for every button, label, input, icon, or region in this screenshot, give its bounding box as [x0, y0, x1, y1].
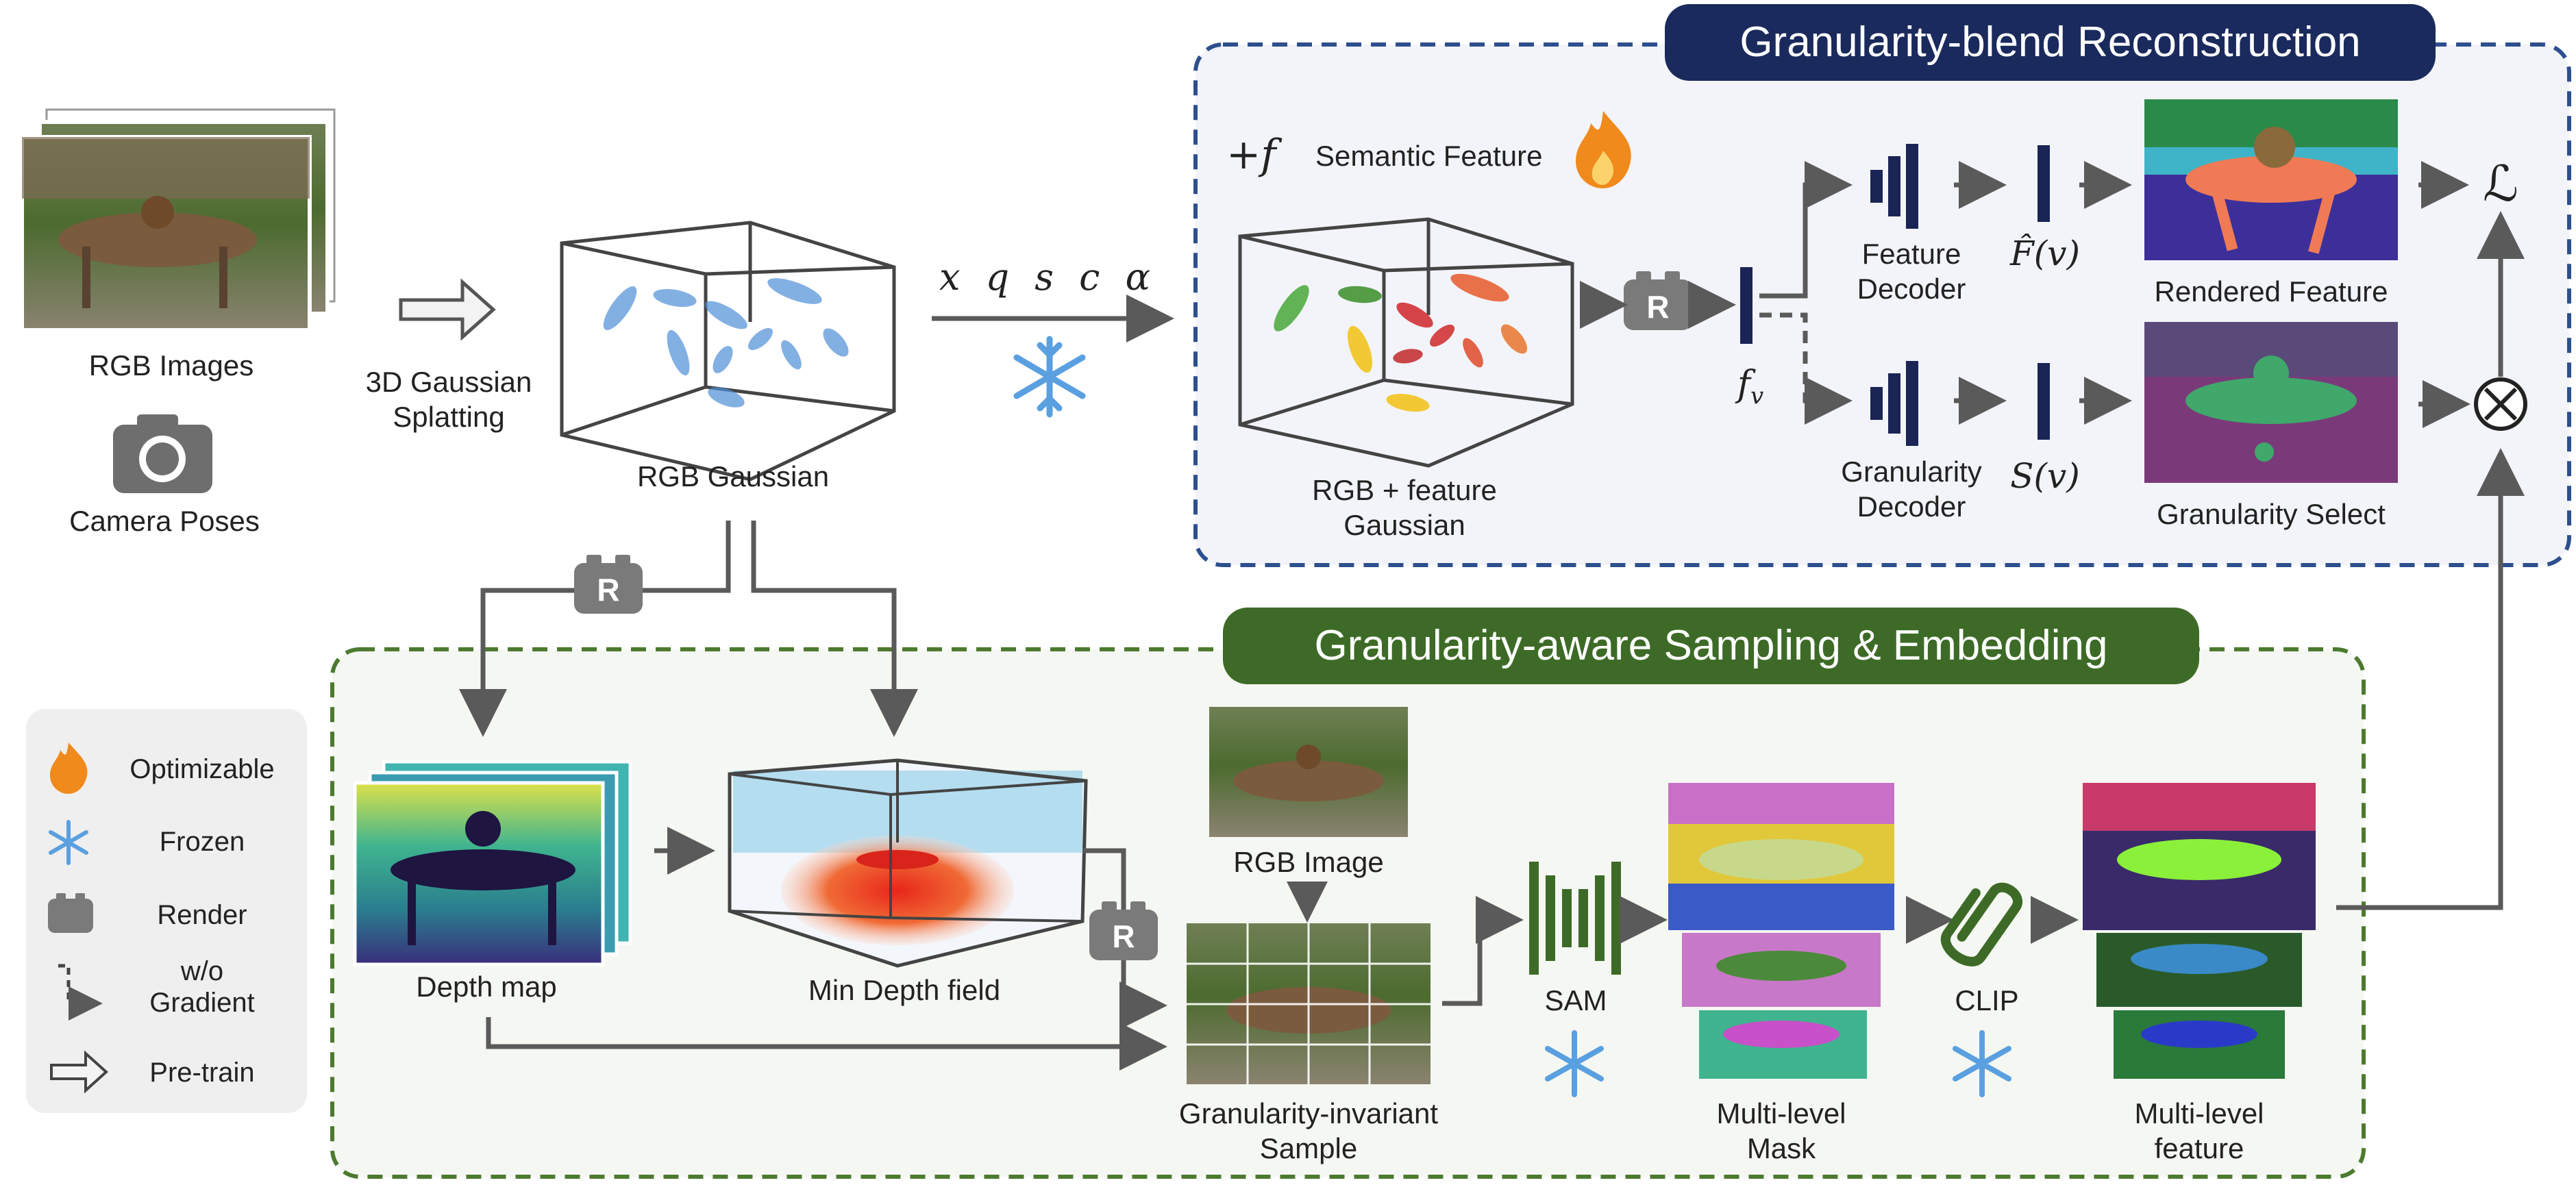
sample-label: Granularity-invariant Sample: [1178, 1097, 1439, 1165]
fhat-bar: [2038, 145, 2050, 222]
flame-icon: [1576, 111, 1631, 188]
rgb-images-label: RGB Images: [88, 349, 254, 382]
clip-snowflake-icon: [1953, 1030, 2011, 1097]
colored-gaussians: [1274, 273, 1528, 412]
legend-gradient-label: w/o Gradient: [149, 956, 255, 1018]
fhat-label: F̂(v): [2010, 234, 2080, 273]
min-depth-field-label: Min Depth field: [808, 974, 1001, 1006]
multi-level-mask-label: Multi-level Mask: [1716, 1097, 1846, 1165]
feature-gaussian-label: RGB + feature Gaussian: [1312, 474, 1497, 542]
render-badge-text-bottom: R: [597, 572, 620, 608]
pretrain-step-label: 3D Gaussian Splatting: [365, 366, 532, 434]
arrow-to-min-depth: [751, 521, 918, 737]
loss-label: ℒ: [2483, 155, 2518, 212]
granularity-decoder-icon: [1870, 361, 1918, 446]
legend-dashed-arrow-icon: [58, 964, 103, 1021]
semantic-feature-label: Semantic Feature: [1315, 140, 1543, 172]
granularity-decoder-label: Granularity Decoder: [1841, 455, 1982, 523]
rgb-image-small: [1209, 707, 1408, 837]
sam-encoder-icon: [1529, 862, 1621, 975]
snowflake-icon: [1013, 336, 1086, 418]
depth-map-label: Depth map: [416, 971, 557, 1003]
rgb-gaussian-label: RGB Gaussian: [636, 460, 830, 492]
rendered-feature-label: Rendered Feature: [2154, 275, 2388, 308]
granularity-select-label: Granularity Select: [2157, 498, 2386, 530]
pretrain-arrow-icon: [399, 278, 496, 341]
plus-f-label: +f: [1226, 131, 1276, 179]
sv-bar: [2038, 363, 2050, 440]
render-badge-top: [1624, 271, 1692, 330]
sam-label: SAM: [1544, 984, 1607, 1016]
multi-level-feature-image: [2083, 783, 2316, 1079]
rgb-gaussian-cube: [560, 221, 896, 482]
legend-snowflake-icon: [49, 820, 88, 865]
arrow-to-feature-decoder: [1759, 161, 1853, 299]
feature-decoder-icon: [1870, 144, 1918, 229]
min-depth-field-cube: [728, 758, 1088, 968]
arrow-sample-to-sam: [1442, 896, 1524, 1006]
arrow-to-granularity-decoder: [1759, 312, 1853, 425]
legend-render-label: Render: [157, 900, 247, 930]
sv-label: S(v): [2010, 456, 2080, 496]
rgb-images-stack: [20, 108, 336, 332]
camera-icon: [113, 414, 212, 493]
blue-gaussians: [603, 278, 849, 408]
multi-level-feature-label: Multi-level feature: [2134, 1097, 2264, 1165]
render-badge-sample: [1089, 901, 1158, 960]
fv-label: fv: [1737, 364, 1764, 410]
sam-snowflake-icon: [1545, 1030, 1604, 1097]
rgb-image-label: RGB Image: [1233, 846, 1384, 878]
legend-frozen-label: Frozen: [159, 827, 245, 857]
legend-optimizable-label: Optimizable: [129, 754, 275, 784]
granularity-select-image: [2144, 322, 2398, 483]
legend-flame-icon: [50, 742, 88, 794]
depth-map-stack: [353, 760, 632, 966]
bottom-panel-title: Granularity-aware Sampling & Embedding: [1223, 608, 2199, 684]
multi-level-mask-image: [1668, 783, 1894, 1079]
rendered-feature-image: [2144, 99, 2398, 260]
multiply-x2: [2484, 387, 2518, 421]
camera-poses-label: Camera Poses: [69, 505, 260, 537]
arrow-feature-to-multiply: [2336, 448, 2525, 910]
render-badge-text-sample: R: [1112, 919, 1135, 954]
feature-gaussian-cube: [1238, 217, 1574, 468]
feature-decoder-label: Feature Decoder: [1857, 238, 1966, 305]
sample-grid-image: [1187, 923, 1431, 1084]
legend-render-icon: [48, 893, 93, 933]
render-badge-bottom: [574, 555, 643, 614]
legend-pretrain-label: Pre-train: [149, 1058, 255, 1088]
render-badge-text-top: R: [1646, 289, 1670, 325]
fv-bar: [1740, 267, 1753, 344]
legend-hollow-arrow-icon: [50, 1050, 108, 1094]
top-panel-title: Granularity-blend Reconstruction: [1665, 4, 2436, 81]
clip-label: CLIP: [1955, 984, 2019, 1016]
frozen-params-label: x q s c α: [939, 255, 1158, 299]
clip-paperclip-icon: [1941, 882, 2022, 966]
arrow-depth-to-sample: [486, 1017, 1167, 1071]
